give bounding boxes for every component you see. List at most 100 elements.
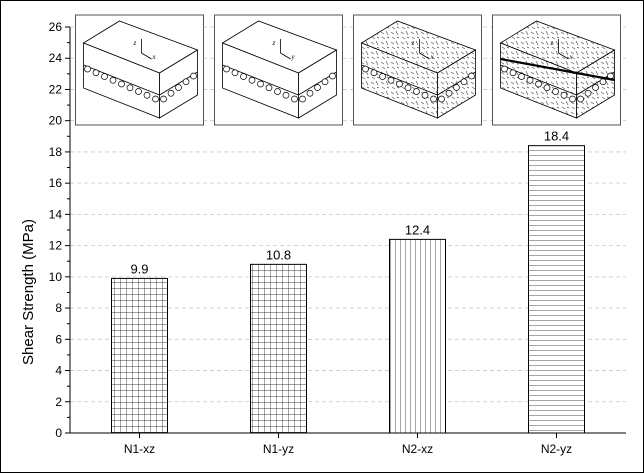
bar-n2-yz — [528, 145, 585, 434]
inset-axis-arrow — [558, 52, 569, 60]
inset-side-face — [159, 49, 198, 119]
inset-interface-band — [500, 57, 615, 82]
inset-fiber — [460, 78, 468, 86]
y-tick-label: 24 — [49, 51, 63, 65]
inset-fiber — [167, 89, 175, 97]
y-tick-label: 14 — [49, 207, 63, 221]
inset-panel: zx — [492, 14, 621, 126]
inset-fiber — [152, 95, 159, 103]
y-tick-label: 2 — [55, 395, 62, 409]
inset-fiber — [526, 76, 534, 84]
inset-axis-letter: x — [430, 53, 435, 61]
inset-fiber — [379, 73, 386, 80]
x-tick-label: N2-yz — [541, 442, 572, 456]
inset-fiber — [501, 65, 508, 73]
data-label: 12.4 — [405, 222, 430, 237]
inset-fiber — [592, 84, 599, 91]
inset-fiber — [109, 76, 117, 84]
inset-fiber — [231, 69, 239, 77]
y-tick-label: 16 — [49, 176, 63, 190]
inset-axis-letter: y — [291, 53, 296, 61]
data-label: 9.9 — [130, 261, 148, 276]
inset-fiber — [560, 91, 568, 99]
inset-fiber — [160, 95, 167, 103]
data-label: 18.4 — [544, 129, 569, 144]
inset-fiber — [299, 95, 306, 103]
bar-n1-yz — [250, 263, 307, 434]
inset-fiber — [282, 91, 290, 99]
inset-fiber — [143, 91, 151, 99]
inset-fiber — [404, 84, 412, 92]
y-tick-label: 20 — [49, 114, 63, 128]
y-tick-label: 10 — [49, 270, 63, 284]
inset-fiber — [362, 65, 369, 73]
inset-fiber — [92, 69, 100, 77]
inset-fiber — [257, 80, 264, 88]
inset-fiber — [306, 89, 314, 97]
inset-fiber — [387, 76, 395, 84]
inset-fiber — [190, 72, 197, 80]
inset-fiber — [584, 89, 592, 97]
inset-fiber — [274, 88, 281, 95]
inset-fiber — [223, 65, 230, 73]
inset-fiber — [101, 73, 108, 80]
bar-n1-xz — [111, 277, 168, 434]
inset-fiber — [396, 80, 403, 88]
inset-fiber — [599, 78, 607, 86]
inset-fiber — [118, 80, 125, 88]
inset-fiber — [135, 88, 142, 95]
x-tick-label: N1-xz — [124, 442, 155, 456]
inset-fiber — [84, 65, 91, 73]
inset-fiber — [509, 69, 517, 77]
bars: 9.9 10.8 12.4 18.4 — [111, 129, 585, 434]
x-tick-label: N2-xz — [402, 442, 433, 456]
inset-fiber — [248, 76, 256, 84]
inset-axis-arrow — [419, 52, 430, 60]
y-tick-label: 0 — [55, 426, 62, 440]
y-axis-label: Shear Strength (MPa) — [20, 219, 37, 365]
inset-fiber — [438, 95, 445, 103]
inset-axis-letter: z — [133, 39, 137, 47]
inset-fiber — [535, 80, 542, 88]
y-tick-label: 12 — [49, 239, 63, 253]
inset-fiber — [421, 91, 429, 99]
inset-fiber — [552, 88, 559, 95]
y-tick-label: 18 — [49, 145, 63, 159]
inset-axis-letter: z — [272, 39, 276, 47]
inset-fiber — [445, 89, 453, 97]
inset-side-face — [576, 49, 615, 119]
inset-fiber — [126, 84, 134, 92]
inset-fiber — [265, 84, 273, 92]
inset-fiber — [569, 95, 576, 103]
bar-n2-xz — [389, 238, 446, 434]
inset-axis-letter: x — [152, 53, 157, 61]
y-tick-label: 6 — [55, 332, 62, 346]
inset-fiber — [175, 84, 182, 91]
inset-fiber — [370, 69, 378, 77]
inset-axis-letter: z — [550, 39, 554, 47]
inset-fiber — [314, 84, 321, 91]
inset-side-face — [437, 49, 476, 119]
inset-fiber — [543, 84, 551, 92]
inset-panel: zx — [75, 14, 204, 126]
inset-axis-letter: x — [569, 53, 574, 61]
y-tick-label: 4 — [55, 364, 62, 378]
inset-fiber — [577, 95, 584, 103]
x-tick-label: N1-yz — [263, 442, 294, 456]
inset-fiber — [240, 73, 247, 80]
inset-axis-letter: z — [411, 39, 415, 47]
inset-fiber — [291, 95, 298, 103]
data-label: 10.8 — [266, 247, 291, 262]
inset-fiber — [182, 78, 190, 86]
inset-fiber — [453, 84, 460, 91]
inset-axis-arrow — [141, 52, 152, 60]
inset-side-face — [298, 49, 337, 119]
inset-fiber — [413, 88, 420, 95]
y-tick-label: 22 — [49, 82, 63, 96]
inset-axis-arrow — [280, 52, 291, 60]
y-tick-label: 26 — [49, 20, 63, 34]
inset-fiber — [329, 72, 336, 80]
